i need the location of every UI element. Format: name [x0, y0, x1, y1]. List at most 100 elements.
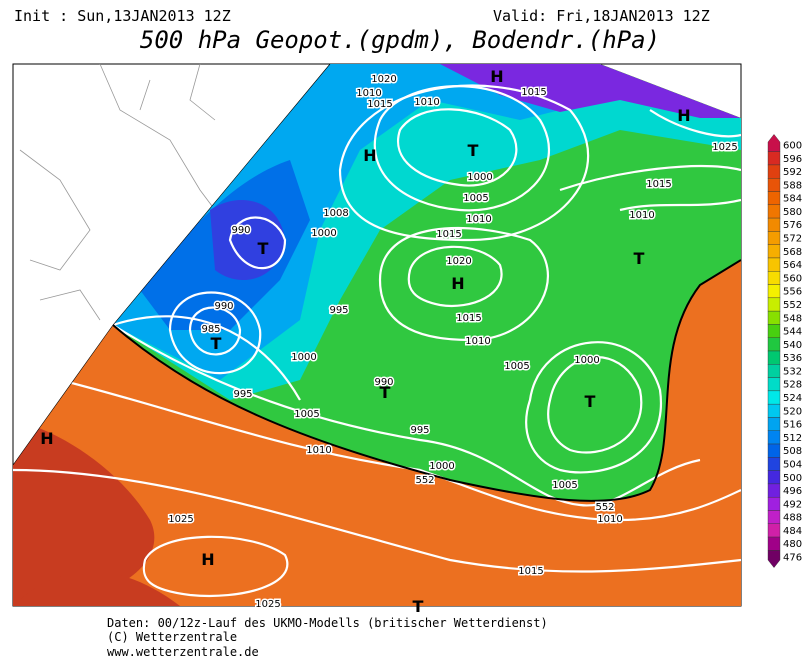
colorbar-label: 484 — [783, 526, 802, 537]
isobar-label: 985 — [201, 324, 220, 335]
pressure-center: T — [468, 141, 479, 160]
pressure-center: H — [677, 106, 690, 125]
colorbar-label: 588 — [783, 180, 802, 191]
isobars — [13, 84, 741, 598]
colorbar-label: 552 — [783, 300, 802, 311]
colorbar-cell — [767, 350, 781, 365]
colorbar-label: 492 — [783, 499, 802, 510]
colorbar-label: 568 — [783, 247, 802, 258]
colorbar-cell — [767, 310, 781, 325]
isobar-label: 1000 — [429, 461, 454, 472]
isobar-label: 1015 — [367, 99, 392, 110]
isobar-label: 1010 — [465, 336, 490, 347]
colorbar-cell — [767, 523, 781, 538]
colorbar-cell — [767, 364, 781, 378]
isobar-label: 1015 — [646, 179, 671, 190]
colorbar-label: 596 — [783, 154, 802, 165]
pressure-center: T — [258, 239, 269, 258]
colorbar-label: 476 — [783, 553, 802, 564]
isobar-label: 1010 — [597, 514, 622, 525]
map-labels: 1020 1010 1015 1010 1015 H H 1025 T H 1000 1005 1015… — [40, 67, 739, 616]
isobar-label: 990 — [231, 225, 250, 236]
colorbar-cell — [767, 377, 781, 392]
colorbar-label: 584 — [783, 194, 802, 205]
colorbar-label: 536 — [783, 353, 802, 364]
colorbar-cell — [767, 284, 781, 299]
isobar-label: 1020 — [371, 74, 396, 85]
colorbar-cell — [767, 164, 781, 179]
colorbar-cell — [767, 470, 781, 485]
colorbar-label: 592 — [783, 167, 802, 178]
footer-line: (C) Wetterzentrale — [107, 630, 237, 644]
colorbar-cell — [767, 443, 781, 458]
pressure-center: H — [451, 274, 464, 293]
colorbar-label: 480 — [783, 539, 802, 550]
colorbar-label: 556 — [783, 287, 802, 298]
isobar-label: 1025 — [255, 599, 280, 610]
colorbar-cell — [767, 403, 781, 418]
isobar-label: 1000 — [311, 228, 336, 239]
isobar-label: 1008 — [323, 208, 348, 219]
isobar-label: 990 — [374, 377, 393, 388]
pressure-center: T — [634, 249, 645, 268]
isobar-label: 1000 — [574, 355, 599, 366]
colorbar-label: 576 — [783, 220, 802, 231]
colorbar-cell — [767, 134, 781, 152]
colorbar-cell — [767, 496, 781, 511]
colorbar-label: 496 — [783, 486, 802, 497]
colorbar-cell — [767, 178, 781, 192]
isobar-label: 1010 — [306, 445, 331, 456]
colorbar-label: 560 — [783, 273, 802, 284]
colorbar-label: 572 — [783, 234, 802, 245]
colorbar: 600 596 592 588 584 580 576 572 568 564 560 556 552 5… — [767, 134, 802, 568]
isobar-label: 995 — [410, 425, 429, 436]
colorbar-cell — [767, 337, 781, 352]
colorbar-cell — [767, 204, 781, 219]
isobar-label: 1015 — [436, 229, 461, 240]
isobar-label: 995 — [233, 389, 252, 400]
init-time: Init : Sun,13JAN2013 12Z — [14, 7, 231, 25]
colorbar-cell — [767, 191, 781, 206]
pressure-center: T — [380, 383, 391, 402]
colorbar-label: 580 — [783, 207, 802, 218]
isobar-label: 1015 — [521, 87, 546, 98]
colorbar-cell — [767, 457, 781, 471]
pressure-center: H — [363, 146, 376, 165]
colorbar-label: 516 — [783, 420, 802, 431]
isobar-label: 1000 — [291, 352, 316, 363]
isobar-label: 552 — [595, 502, 614, 513]
colorbar-cell — [767, 417, 781, 431]
colorbar-label: 512 — [783, 433, 802, 444]
isobar-label: 1005 — [294, 409, 319, 420]
pressure-center: H — [201, 550, 214, 569]
colorbar-label: 544 — [783, 327, 802, 338]
colorbar-label: 488 — [783, 513, 802, 524]
isobar-label: 1015 — [518, 566, 543, 577]
isobar-label: 995 — [329, 305, 348, 316]
colorbar-label: 532 — [783, 366, 802, 377]
isobar-label: 1010 — [414, 97, 439, 108]
map-title: 500 hPa Geopot.(gpdm), Bodendr.(hPa) — [140, 26, 660, 54]
pressure-center: H — [40, 429, 53, 448]
colorbar-cell — [767, 231, 781, 245]
height-field — [13, 64, 741, 606]
colorbar-cell — [767, 217, 781, 232]
colorbar-label: 508 — [783, 446, 802, 457]
colorbar-cell — [767, 536, 781, 551]
isobar-label: 1000 — [467, 172, 492, 183]
colorbar-cell — [767, 324, 781, 338]
pressure-center: H — [490, 67, 503, 86]
colorbar-label: 564 — [783, 260, 802, 271]
colorbar-cell — [767, 510, 781, 524]
footer-line: Daten: 00/12z-Lauf des UKMO-Modells (bri… — [107, 616, 548, 630]
pressure-center: T — [585, 392, 596, 411]
pressure-center: T — [211, 334, 222, 353]
isobar-label: 990 — [214, 301, 233, 312]
colorbar-label: 548 — [783, 313, 802, 324]
colorbar-label: 504 — [783, 459, 802, 470]
isobar-label: 1010 — [629, 210, 654, 221]
colorbar-cell — [767, 297, 781, 312]
colorbar-label: 500 — [783, 473, 802, 484]
isobar-label: 1025 — [712, 142, 737, 153]
